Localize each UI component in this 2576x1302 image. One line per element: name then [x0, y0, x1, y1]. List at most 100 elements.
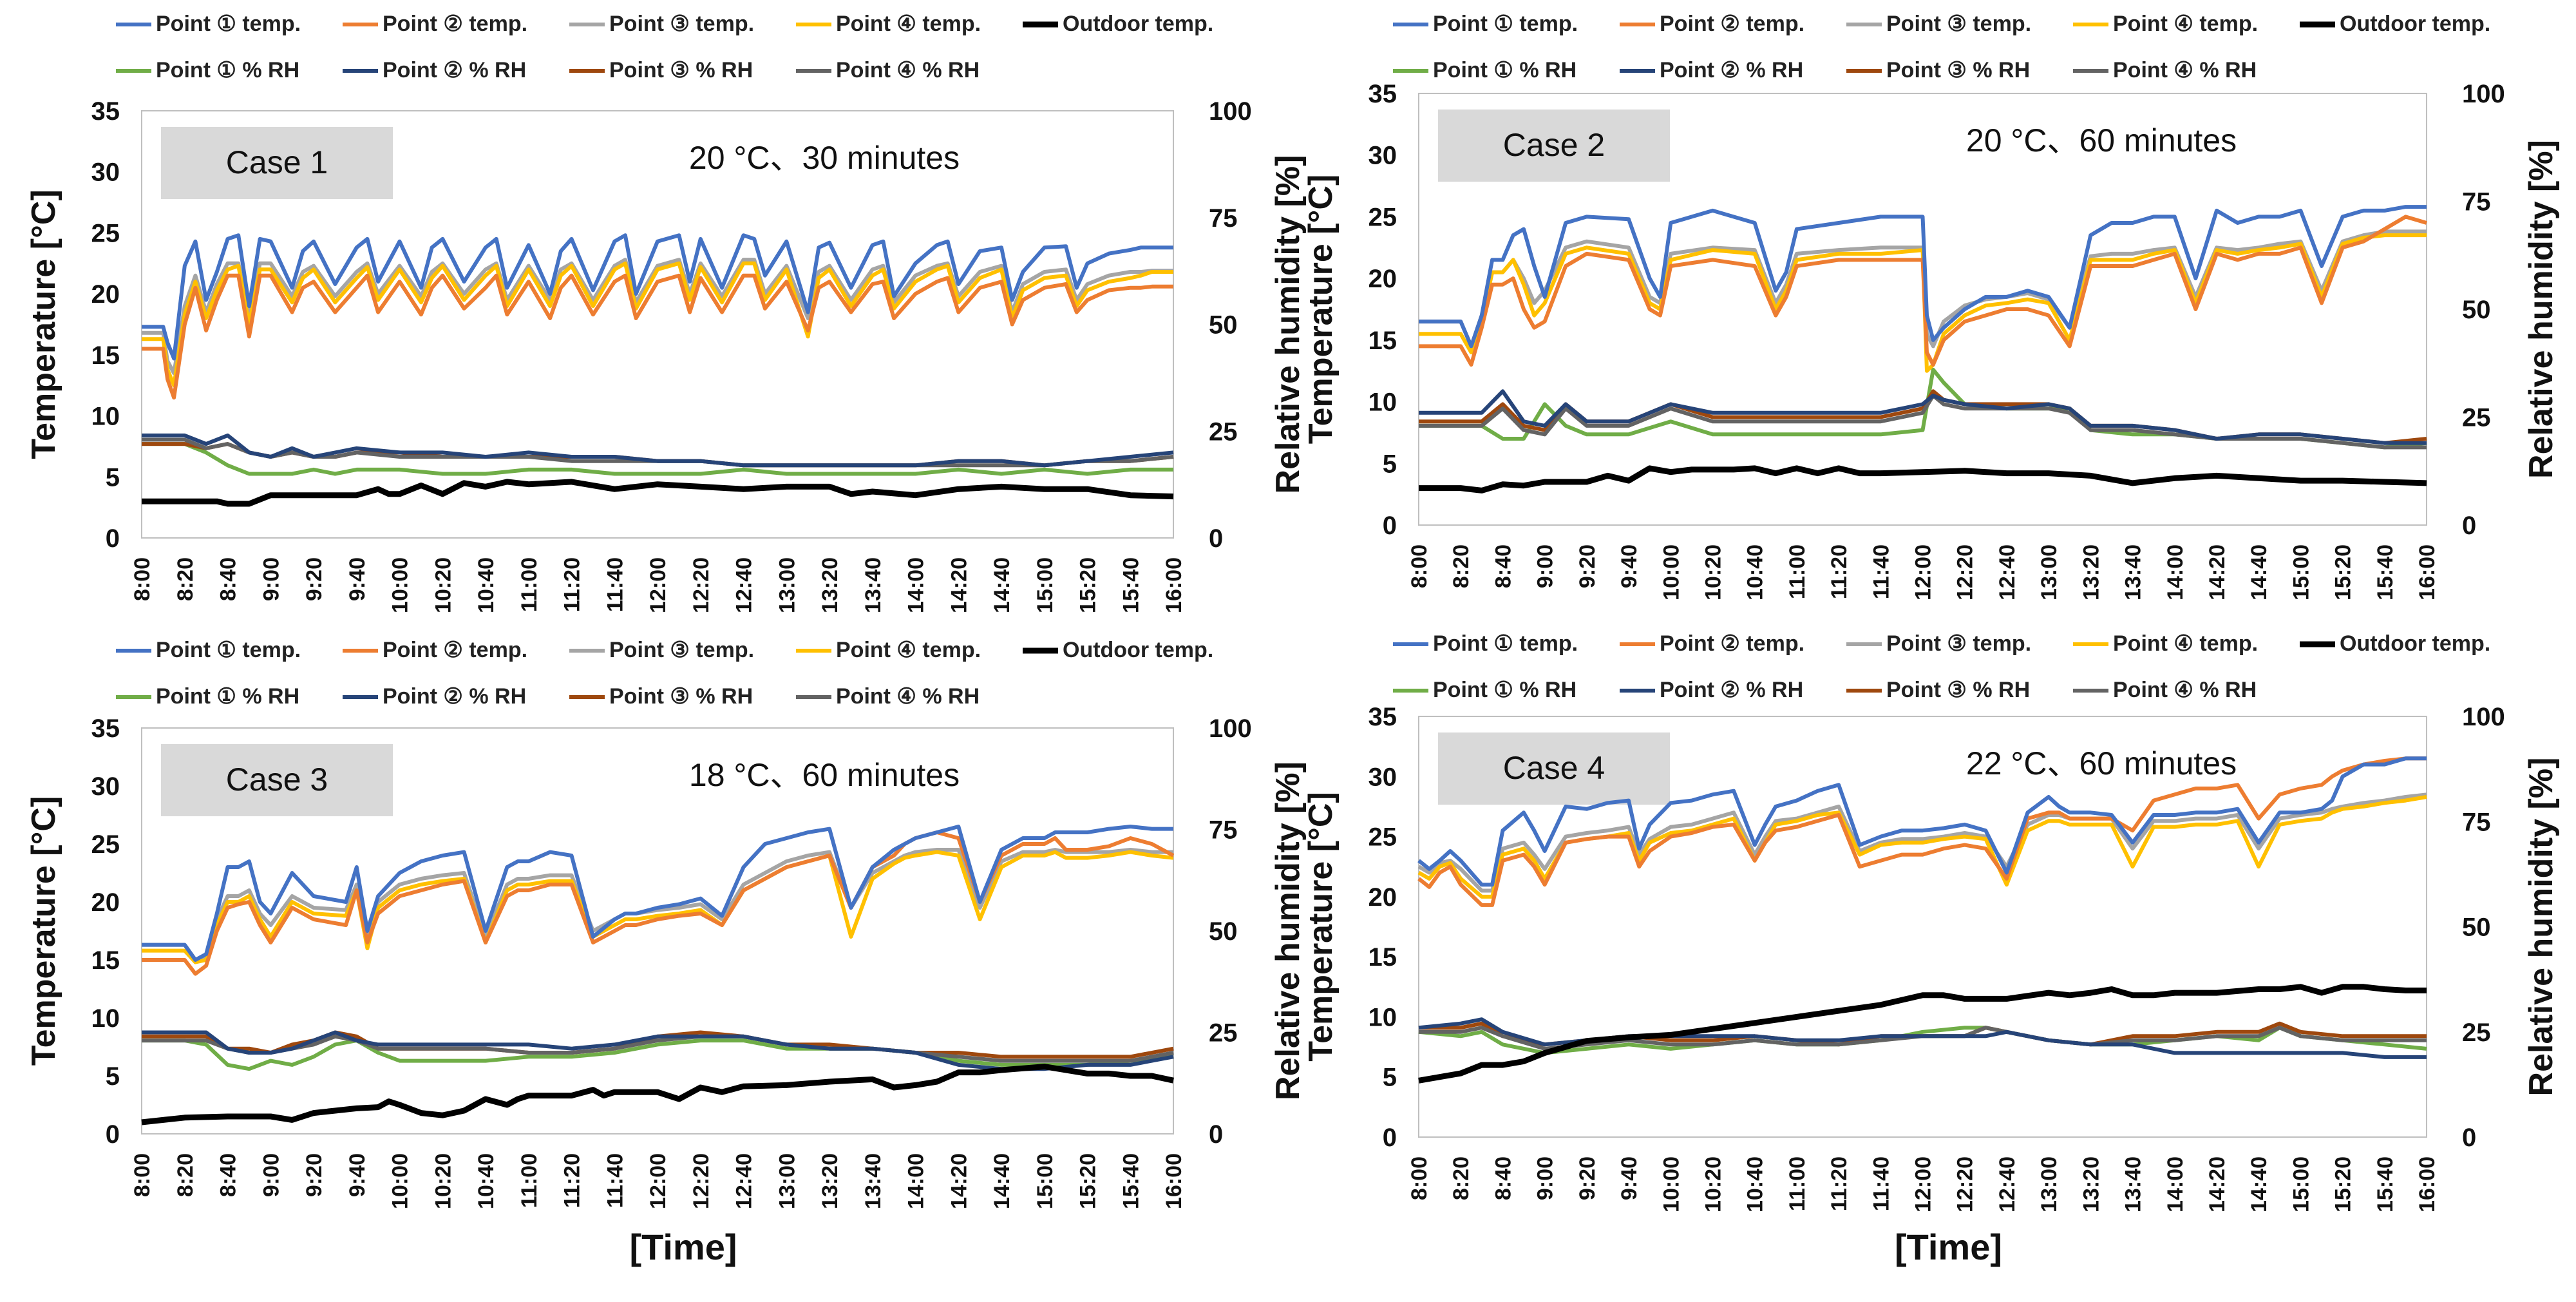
- x-tick-label: 8:20: [173, 557, 198, 601]
- x-tick-label: 12:40: [732, 1153, 757, 1209]
- x-tick-label: 12:40: [1995, 544, 2020, 600]
- y-left-tick-label: 0: [106, 1120, 120, 1149]
- legend-label-p3_rh: Point ③ % RH: [609, 58, 753, 82]
- x-tick-label: 8:00: [1407, 544, 1432, 588]
- x-tick-label: 8:00: [1407, 1156, 1432, 1200]
- y-left-tick-label: 5: [1383, 1064, 1397, 1092]
- y-left-tick-label: 0: [1383, 1124, 1397, 1152]
- x-tick-label: 14:40: [2247, 544, 2271, 600]
- legend-label-p2_rh: Point ② % RH: [383, 58, 526, 82]
- case-label-box: [161, 127, 393, 199]
- legend-label-p4_temp: Point ④ temp.: [2113, 631, 2258, 656]
- x-tick-label: 12:20: [689, 1153, 714, 1209]
- y-left-tick-label: 15: [91, 341, 120, 370]
- y-right-tick-label: 75: [2462, 188, 2491, 216]
- series-line-p1_rh: [142, 442, 1173, 476]
- legend-label-p4_rh: Point ④ % RH: [836, 684, 980, 709]
- x-tick-label: 11:20: [560, 1153, 585, 1208]
- x-tick-label: 10:00: [1659, 544, 1683, 600]
- x-tick-label: 12:20: [1953, 544, 1978, 600]
- x-tick-label: 12:00: [646, 557, 670, 613]
- y-right-tick-label: 0: [2462, 1124, 2476, 1152]
- series-line-outdoor: [1418, 984, 2427, 1084]
- x-tick-label: 16:00: [2415, 544, 2439, 600]
- y-right-tick-label: 0: [1209, 1120, 1223, 1149]
- x-tick-label: 15:00: [2289, 544, 2313, 600]
- x-tick-label: 8:00: [130, 1153, 155, 1197]
- y-right-tick-label: 25: [1209, 1019, 1238, 1048]
- legend-label-p3_rh: Point ③ % RH: [1886, 678, 2030, 702]
- x-tick-label: 14:40: [990, 557, 1014, 613]
- y-left-tick-label: 25: [1368, 823, 1397, 852]
- y-left-tick-label: 25: [1368, 203, 1397, 231]
- x-tick-label: 13:00: [775, 1153, 799, 1209]
- x-tick-label: 9:20: [1575, 1156, 1600, 1200]
- legend: Point ① temp. Point ② temp. Point ③ temp. P…: [116, 12, 1213, 82]
- legend-label-p2_rh: Point ② % RH: [1660, 678, 1803, 702]
- x-tick-label: 13:40: [861, 1153, 886, 1209]
- x-tick-label: 13:00: [2037, 544, 2061, 600]
- x-tick-label: 12:00: [1911, 544, 1936, 600]
- x-tick-label: 12:40: [732, 557, 757, 613]
- case-label: Case 4: [1503, 750, 1605, 786]
- series-line-p2_temp: [1417, 756, 2427, 907]
- x-tick-label: 10:00: [388, 557, 413, 613]
- y-right-axis-title: Relative humidity [%]: [2523, 758, 2560, 1096]
- y-right-axis-title: Relative humidity [%]: [1269, 761, 1307, 1100]
- chart-panel-case-4: Point ① temp. Point ② temp. Point ③ temp. P…: [1302, 631, 2560, 1267]
- case-label: Case 2: [1503, 127, 1605, 163]
- x-tick-label: 16:00: [1162, 1153, 1186, 1209]
- chart-panel-case-1: Point ① temp. Point ② temp. Point ③ temp. P…: [25, 12, 1307, 613]
- series-line-p1_temp: [142, 825, 1173, 962]
- y-right-tick-label: 50: [2462, 914, 2491, 942]
- legend-label-p2_temp: Point ② temp.: [383, 638, 527, 662]
- x-tick-label: 9:00: [259, 557, 283, 601]
- case-label-box: [1438, 110, 1670, 182]
- legend-label-p3_temp: Point ③ temp.: [609, 638, 754, 662]
- x-tick-label: 8:40: [1491, 544, 1515, 588]
- legend-label-p4_temp: Point ④ temp.: [836, 12, 981, 36]
- y-right-tick-label: 75: [1209, 204, 1238, 233]
- x-tick-label: 15:40: [2373, 1156, 2398, 1212]
- y-left-tick-label: 30: [91, 772, 120, 801]
- case-label-box: [1438, 732, 1670, 805]
- x-tick-label: 14:40: [2247, 1156, 2271, 1212]
- series-line-outdoor: [142, 479, 1174, 507]
- legend-label-p4_temp: Point ④ temp.: [2113, 12, 2258, 36]
- x-tick-label: 11:40: [1869, 544, 1893, 599]
- x-tick-label: 13:20: [818, 557, 842, 613]
- x-tick-label: 16:00: [2415, 1156, 2439, 1212]
- x-tick-label: 9:20: [1575, 544, 1600, 588]
- legend-label-outdoor: Outdoor temp.: [1063, 638, 1213, 662]
- x-tick-label: 15:40: [1119, 557, 1143, 613]
- x-tick-label: 11:20: [1827, 1156, 1852, 1211]
- x-tick-label: 13:20: [2079, 544, 2103, 600]
- legend-label-p3_temp: Point ③ temp.: [609, 12, 754, 36]
- case-subtitle: 20 °C、60 minutes: [1966, 122, 2237, 158]
- x-axis-title: [Time]: [1895, 1227, 2002, 1267]
- case-subtitle: 22 °C、60 minutes: [1966, 745, 2237, 781]
- x-axis-title: [Time]: [630, 1227, 737, 1267]
- x-tick-label: 9:40: [345, 557, 370, 601]
- x-tick-label: 14:00: [904, 1153, 929, 1209]
- y-left-tick-label: 20: [1368, 883, 1397, 912]
- x-tick-label: 9:20: [302, 557, 327, 601]
- chart-panel-case-3: Point ① temp. Point ② temp. Point ③ temp. P…: [25, 638, 1307, 1267]
- series-line-p1_temp: [142, 233, 1173, 361]
- x-tick-label: 9:20: [302, 1153, 327, 1197]
- x-tick-label: 10:00: [1659, 1156, 1683, 1212]
- y-right-tick-label: 100: [1209, 714, 1252, 743]
- x-tick-label: 10:20: [431, 557, 455, 613]
- legend-label-p1_temp: Point ① temp.: [1433, 12, 1578, 36]
- x-tick-label: 10:40: [1743, 1156, 1768, 1212]
- x-tick-label: 14:00: [904, 557, 929, 613]
- x-tick-label: 11:00: [517, 557, 542, 612]
- chart-panel-case-2: Point ① temp. Point ② temp. Point ③ temp. P…: [1302, 12, 2560, 600]
- series-line-p2_rh: [1419, 389, 2427, 445]
- y-left-tick-label: 10: [1368, 1003, 1397, 1031]
- x-tick-label: 14:20: [947, 557, 971, 613]
- x-tick-label: 14:40: [990, 1153, 1014, 1209]
- y-left-tick-label: 10: [1368, 388, 1397, 417]
- x-tick-label: 15:20: [1076, 1153, 1101, 1209]
